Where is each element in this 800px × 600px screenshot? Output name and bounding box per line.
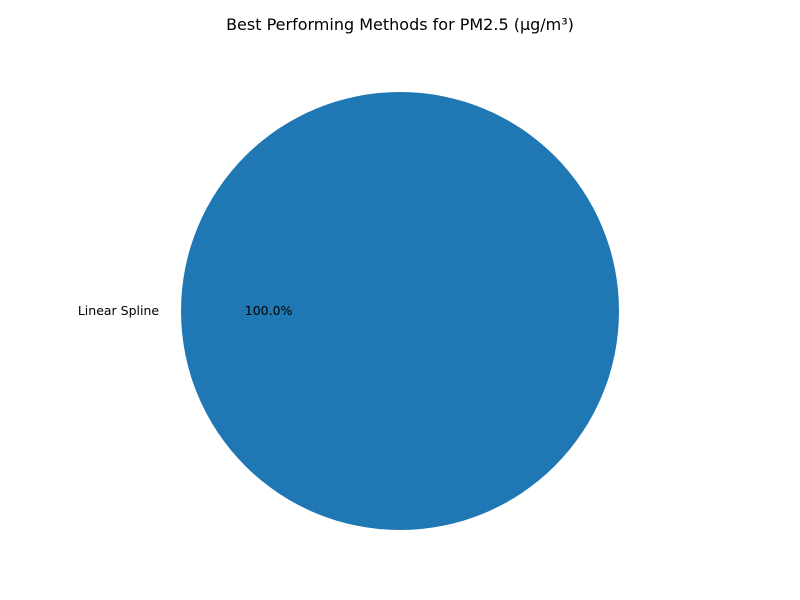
slice-percent-label: 100.0% (245, 303, 293, 318)
pie-labels: Linear Spline 100.0% (78, 303, 293, 318)
pie-slices (181, 92, 619, 530)
slice-label: Linear Spline (78, 303, 160, 318)
pie-slice (181, 92, 619, 530)
chart-title: Best Performing Methods for PM2.5 (µg/m³… (226, 15, 574, 34)
